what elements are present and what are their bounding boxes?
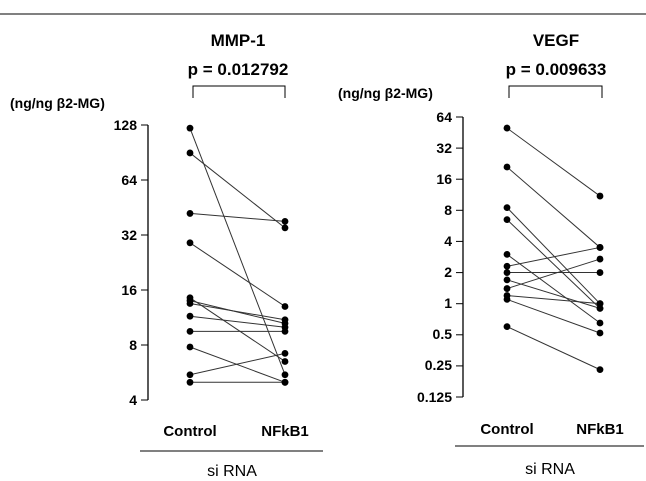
data-point	[186, 371, 194, 379]
pair-line	[189, 352, 286, 376]
data-point	[503, 262, 511, 270]
pair-line	[189, 297, 286, 362]
panel-mmp1-category-nfkb1: NFkB1	[261, 423, 309, 440]
pair-line	[506, 326, 601, 371]
y-tick-label: 32	[121, 227, 137, 243]
panel-vegf-marks	[503, 124, 604, 374]
panel-vegf-tick-labels: 64 32 16 8 4 2 1 0.5 0.25 0.125	[417, 109, 452, 405]
data-point	[281, 224, 289, 232]
pair-line	[189, 212, 286, 222]
panel-mmp1-bracket	[192, 85, 286, 98]
y-tick-label: 1	[444, 295, 452, 311]
data-point	[596, 192, 604, 200]
data-point	[503, 250, 511, 258]
panel-vegf: VEGF p = 0.009633 (ng/ng β2-MG) 64 32 16…	[338, 31, 644, 478]
panel-mmp1-tick-labels: 128 64 32 16 8 4	[114, 117, 138, 408]
data-point	[596, 319, 604, 327]
data-point	[596, 366, 604, 374]
data-point	[596, 304, 604, 312]
y-tick-label: 0.25	[425, 357, 452, 373]
panel-mmp1-unit: (ng/ng β2-MG)	[10, 95, 105, 111]
y-tick-label: 128	[114, 117, 138, 133]
y-tick-label: 4	[129, 392, 137, 408]
panel-mmp1-marks	[186, 124, 289, 386]
data-point	[596, 300, 604, 308]
data-point	[281, 378, 289, 386]
pair-line	[189, 315, 286, 328]
data-point	[503, 323, 511, 330]
pair-line	[506, 207, 601, 305]
panel-vegf-title: VEGF	[533, 31, 579, 50]
pair-line	[189, 346, 286, 383]
data-point	[186, 343, 194, 351]
data-point	[186, 149, 194, 157]
panel-vegf-group-label: si RNA	[525, 461, 575, 478]
data-point	[503, 163, 511, 171]
data-point	[186, 312, 194, 320]
data-point	[186, 124, 194, 132]
y-tick-label: 0.5	[433, 326, 453, 342]
data-point	[281, 327, 289, 335]
pair-line	[506, 246, 601, 267]
y-tick-label: 2	[444, 264, 452, 280]
data-point	[503, 285, 511, 292]
data-point	[503, 276, 511, 284]
pair-line	[189, 127, 286, 375]
pair-line	[506, 253, 601, 324]
panel-vegf-bracket	[508, 85, 603, 98]
pair-line	[189, 152, 286, 229]
panel-mmp1: MMP-1 p = 0.012792 (ng/ng β2-MG) 128 64 …	[10, 31, 323, 480]
data-point	[186, 378, 194, 386]
pair-line	[506, 279, 601, 309]
data-point	[281, 303, 289, 310]
data-point	[186, 210, 194, 217]
data-point	[503, 295, 511, 303]
y-tick-label: 64	[121, 172, 137, 188]
panel-mmp1-group-label: si RNA	[207, 463, 257, 480]
data-point	[281, 371, 289, 379]
data-point	[186, 239, 194, 247]
data-point	[503, 216, 511, 224]
y-tick-label: 4	[444, 233, 452, 249]
y-tick-label: 16	[436, 171, 452, 187]
data-point	[186, 300, 194, 307]
data-point	[281, 316, 289, 324]
y-tick-label: 8	[444, 202, 452, 218]
panel-mmp1-pvalue: p = 0.012792	[188, 60, 289, 79]
data-point	[503, 124, 511, 132]
data-point	[503, 204, 511, 212]
y-tick-label: 8	[129, 337, 137, 353]
pair-line	[189, 242, 286, 307]
panel-vegf-category-control: Control	[480, 421, 533, 438]
data-point	[281, 217, 289, 225]
panel-vegf-category-nfkb1: NFkB1	[576, 421, 624, 438]
y-tick-label: 64	[436, 109, 452, 125]
y-tick-label: 32	[436, 140, 452, 156]
pair-line	[506, 294, 601, 305]
data-point	[281, 358, 289, 365]
data-point	[596, 269, 604, 276]
panel-mmp1-ticks	[141, 124, 148, 401]
data-point	[503, 269, 511, 276]
pair-line	[506, 127, 601, 197]
pair-line	[506, 298, 601, 334]
data-point	[596, 329, 604, 337]
y-tick-label: 16	[121, 282, 137, 298]
pair-line	[189, 302, 286, 321]
pair-line	[506, 258, 601, 290]
panel-vegf-ticks	[456, 116, 463, 398]
pair-line	[506, 166, 601, 248]
data-point	[596, 255, 604, 263]
y-tick-label: 0.125	[417, 389, 452, 405]
panel-vegf-pvalue: p = 0.009633	[506, 60, 607, 79]
pair-line	[506, 219, 601, 309]
data-point	[596, 244, 604, 251]
data-point	[186, 327, 194, 335]
panel-vegf-unit: (ng/ng β2-MG)	[338, 85, 433, 101]
data-point	[281, 349, 289, 357]
panel-mmp1-category-control: Control	[163, 423, 216, 440]
panel-mmp1-title: MMP-1	[211, 31, 266, 50]
